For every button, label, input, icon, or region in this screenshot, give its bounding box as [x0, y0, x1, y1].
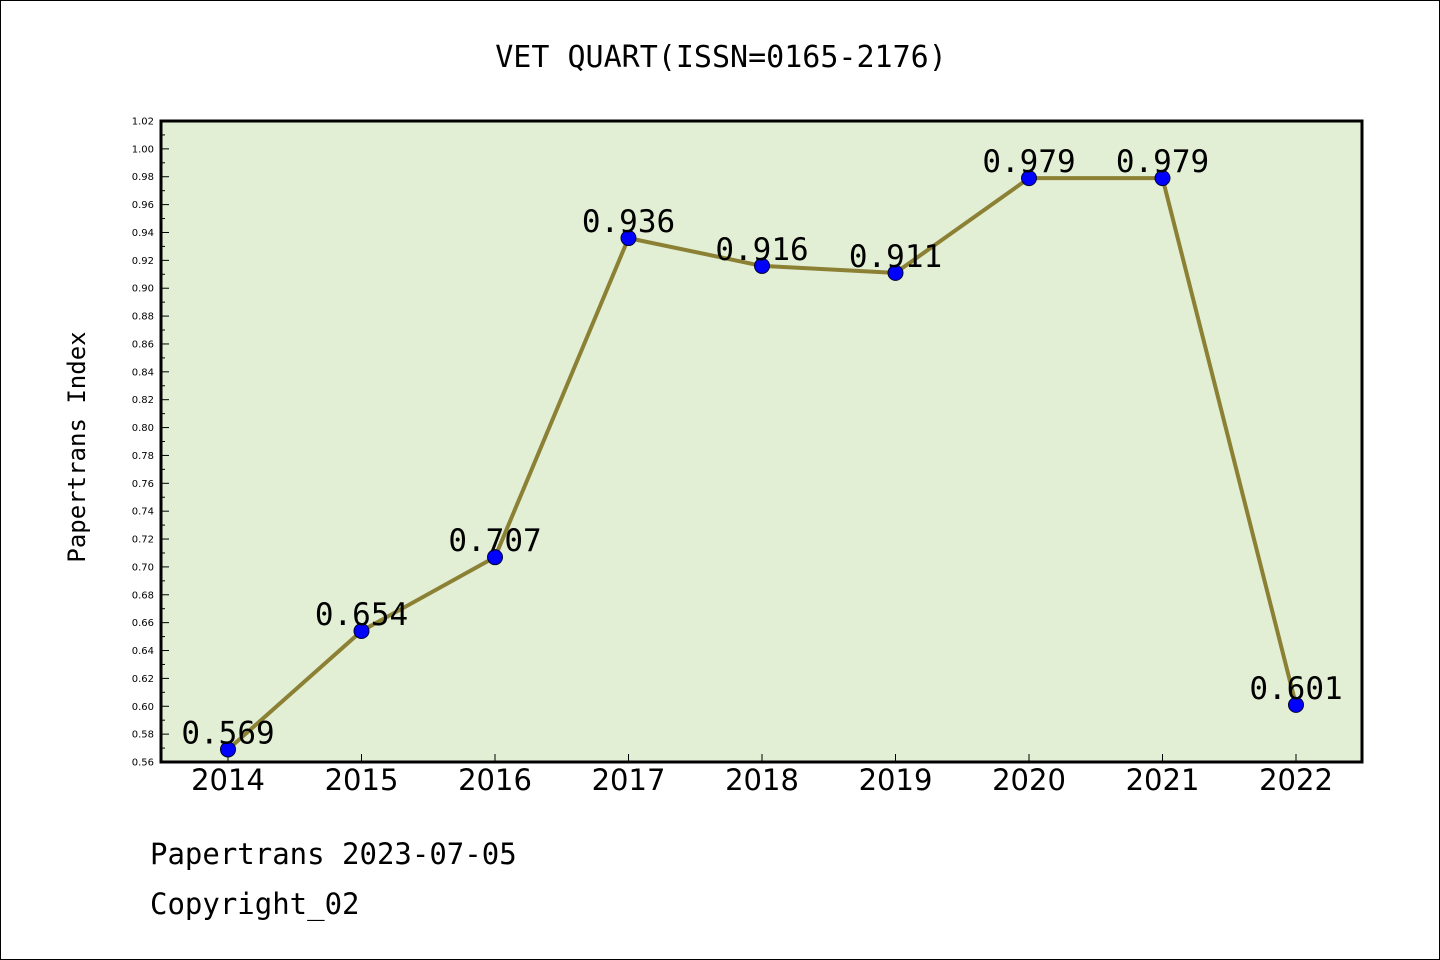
x-tick-label: 2022 — [1259, 763, 1333, 797]
y-tick-label: 0.72 — [132, 535, 154, 546]
data-point — [1021, 170, 1037, 187]
data-label: 0.569 — [181, 715, 274, 751]
y-tick-label: 0.62 — [132, 674, 154, 685]
y-tick-label: 0.58 — [132, 730, 154, 741]
y-tick-label: 0.88 — [132, 312, 154, 323]
data-label: 0.916 — [715, 232, 808, 268]
y-tick-label: 1.02 — [132, 117, 154, 128]
y-tick-label: 1.00 — [132, 144, 154, 155]
data-label: 0.911 — [849, 239, 942, 275]
y-tick-label: 0.94 — [132, 228, 154, 239]
data-point — [487, 549, 503, 566]
y-tick-label: 0.74 — [132, 507, 154, 518]
y-tick-label: 0.90 — [132, 284, 154, 295]
x-tick-label: 2018 — [725, 763, 799, 797]
y-tick-label: 0.96 — [132, 200, 154, 211]
x-tick-label: 2017 — [592, 763, 666, 797]
data-label: 0.979 — [1116, 144, 1209, 180]
data-point — [353, 623, 370, 640]
x-tick-label: 2019 — [859, 763, 933, 797]
y-tick-label: 0.84 — [132, 367, 154, 378]
data-point — [887, 264, 904, 281]
y-tick-label: 0.76 — [132, 479, 154, 490]
y-tick-label: 0.80 — [132, 423, 154, 434]
y-tick-label: 0.98 — [132, 172, 154, 183]
data-label: 0.979 — [982, 144, 1075, 180]
x-tick-label: 2015 — [325, 763, 399, 797]
series-group: 0.569 0.654 0.707 0.936 0.916 0.911 0.979 0.979… — [181, 144, 1343, 758]
x-tick-label: 2016 — [458, 763, 532, 797]
plot-border — [159, 119, 1364, 764]
footer-copyright: Copyright_02 — [150, 887, 360, 921]
x-tick-label: 2020 — [992, 763, 1066, 797]
y-tick-label: 0.68 — [132, 590, 154, 601]
data-point — [220, 741, 236, 758]
y-tick-label: 0.82 — [132, 395, 154, 406]
y-tick-label: 0.92 — [132, 256, 154, 267]
x-tick-label: 2014 — [191, 763, 265, 797]
data-label: 0.654 — [315, 597, 408, 633]
footer-date: Papertrans 2023-07-05 — [150, 837, 517, 871]
y-tick-label: 0.70 — [132, 562, 154, 573]
y-axis-label: Papertrans Index — [63, 331, 91, 562]
y-tick-label: 0.66 — [132, 618, 154, 629]
data-label: 0.601 — [1249, 671, 1342, 707]
plot-area — [161, 121, 1362, 762]
data-point — [754, 257, 770, 274]
y-tick-label: 0.78 — [132, 451, 154, 462]
y-axis-ticks: 0.56 0.58 0.60 0.62 0.64 0.66 0.68 0.70 0.72 0.74… — [132, 117, 169, 769]
y-tick-label: 0.60 — [132, 702, 154, 713]
data-point — [620, 230, 637, 247]
x-tick-label: 2021 — [1126, 763, 1200, 797]
x-axis-ticks: 2014 2015 2016 2017 2018 2019 2020 2021 2022 — [191, 754, 1333, 797]
data-label: 0.707 — [448, 523, 541, 559]
chart-title: VET QUART(ISSN=0165-2176) — [495, 40, 947, 75]
data-point — [1288, 696, 1304, 713]
y-tick-label: 0.86 — [132, 339, 154, 350]
y-tick-label: 0.64 — [132, 646, 154, 657]
y-tick-label: 0.56 — [132, 758, 154, 769]
data-point — [1154, 170, 1171, 187]
data-label: 0.936 — [582, 204, 675, 240]
